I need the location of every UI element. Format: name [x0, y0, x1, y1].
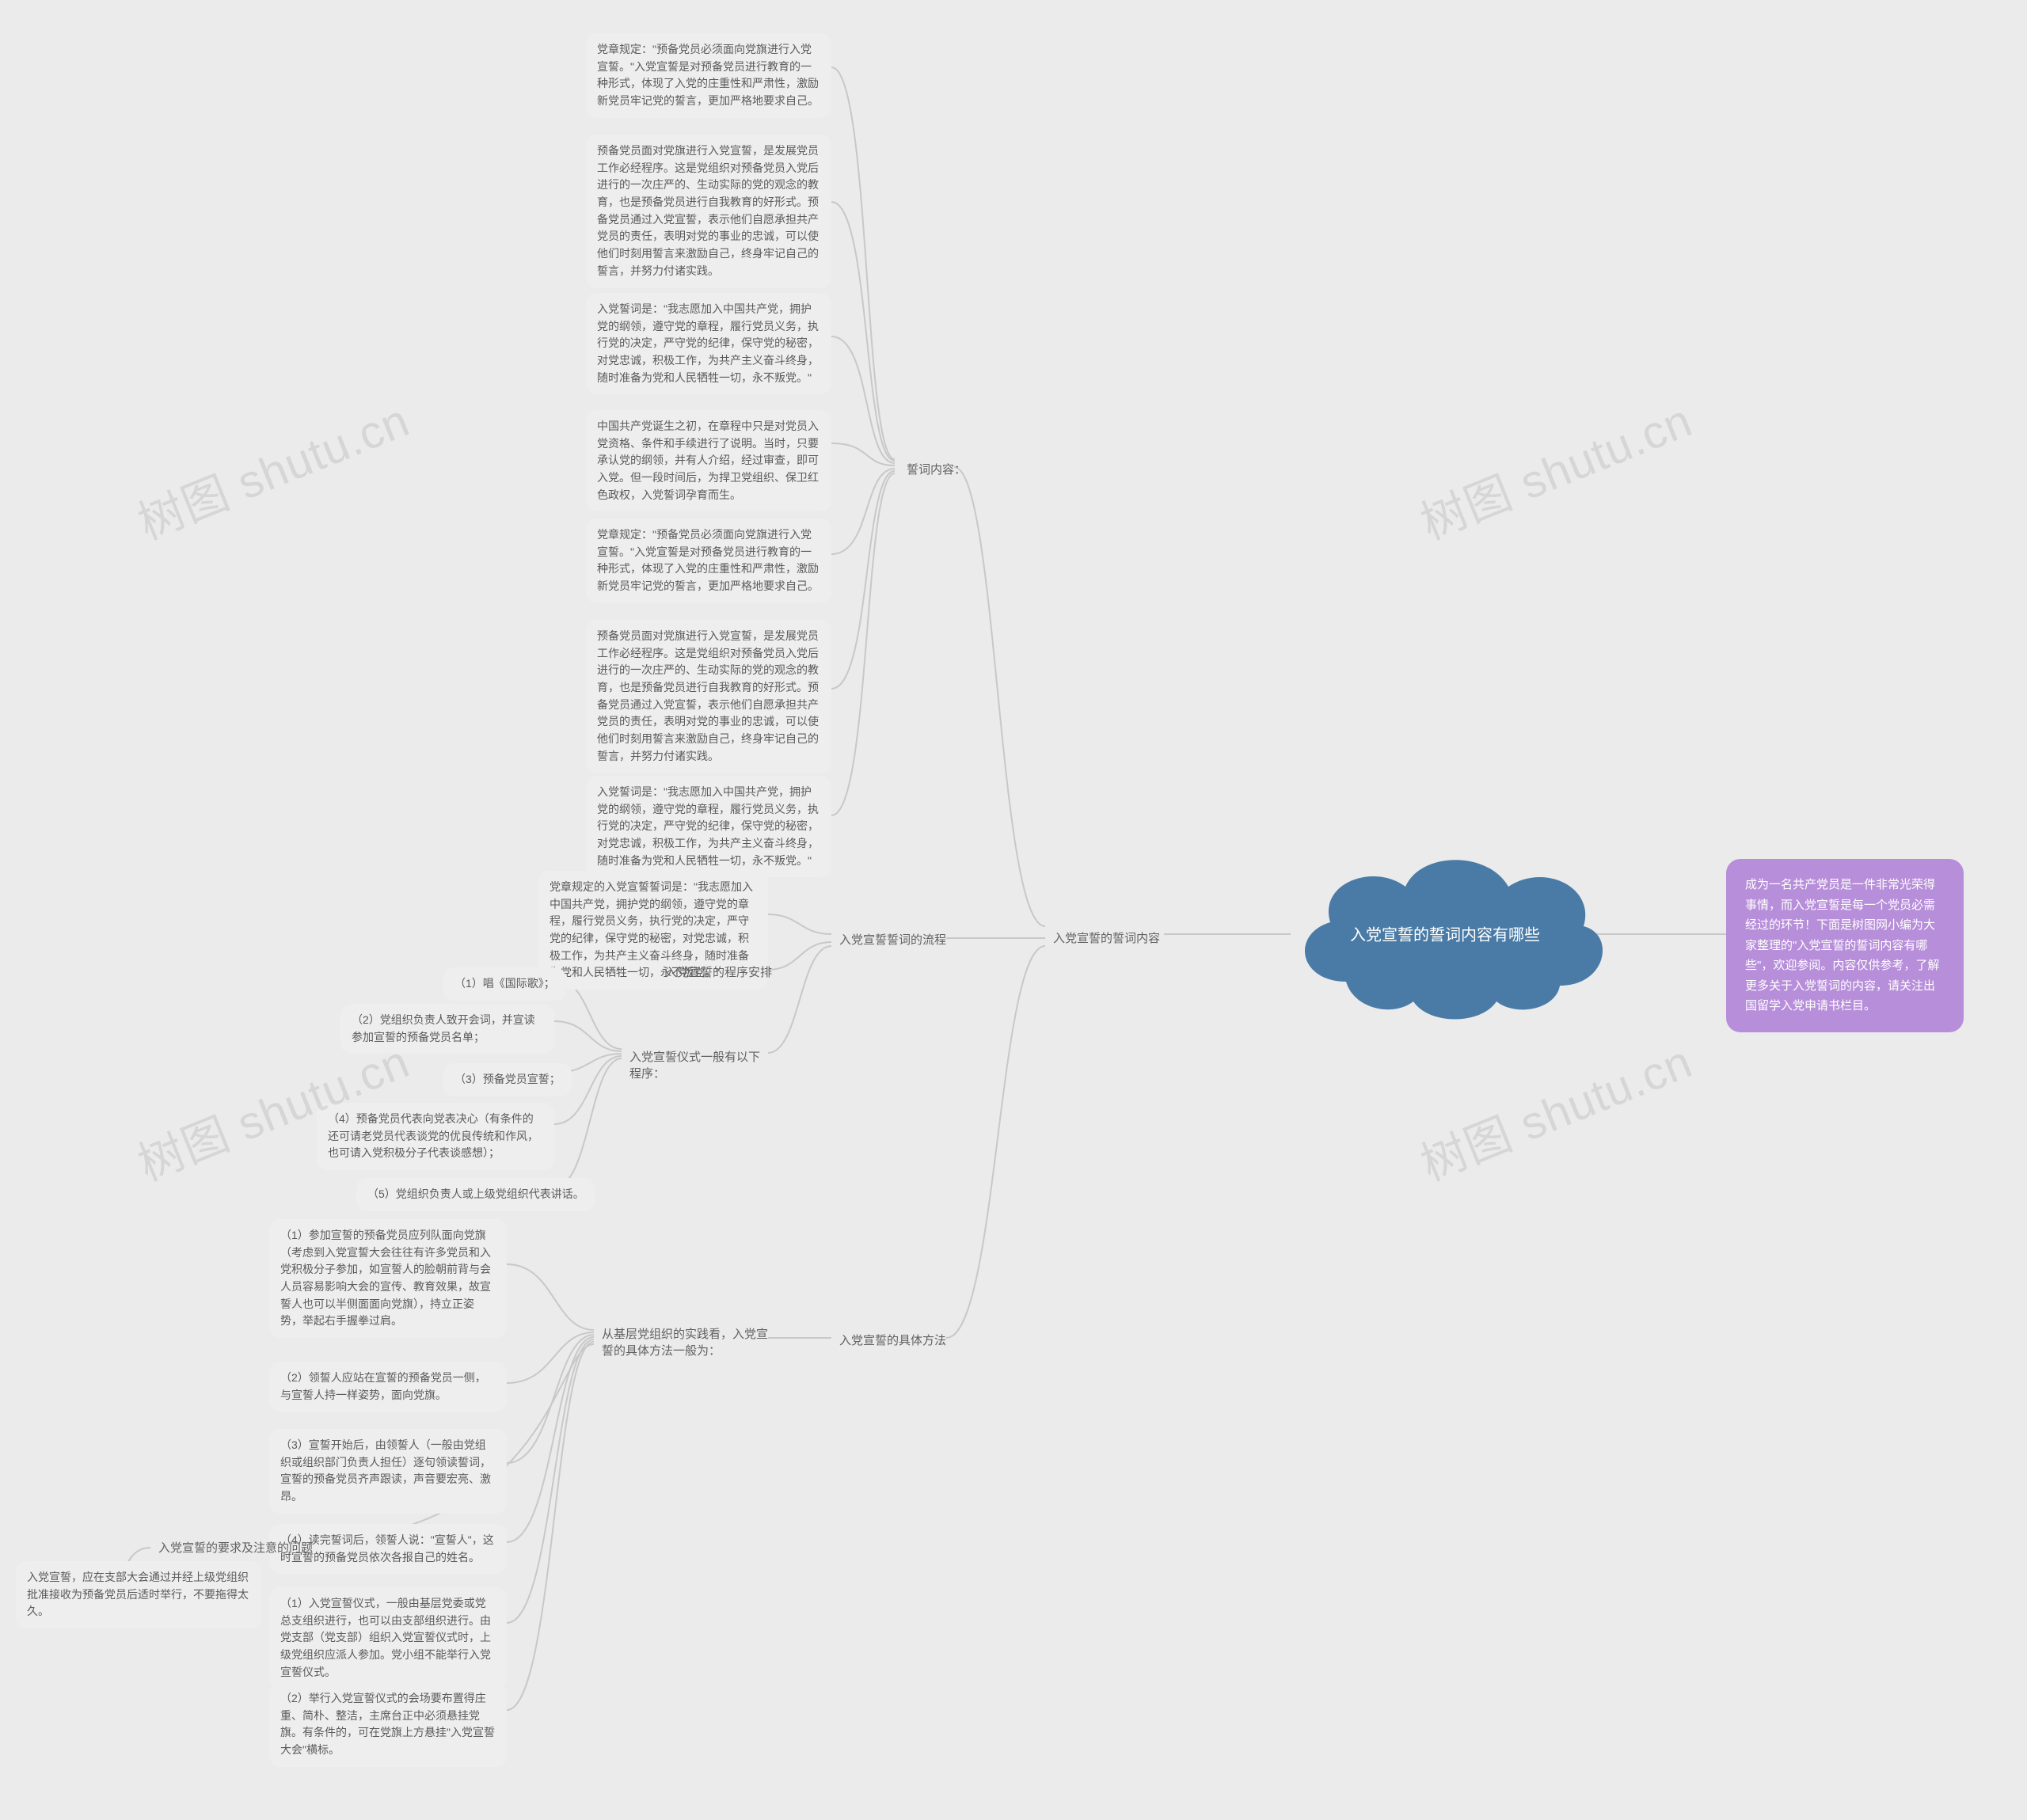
oath-leaf-2: 预备党员面对党旗进行入党宣誓，是发展党员工作必经程序。这是党组织对预备党员入党后… — [586, 135, 831, 288]
center-cloud: 入党宣誓的誓词内容有哪些 — [1275, 831, 1615, 1037]
method-step-3: （3）宣誓开始后，由领誓人（一般由党组织或组织部门负责人担任）逐句领读誓词，宣誓… — [269, 1429, 507, 1514]
method-header: 从基层党组织的实践看，入党宣誓的具体方法一般为： — [594, 1322, 776, 1362]
ceremony-step-4: （4）预备党员代表向党表决心（有条件的还可请老党员代表谈党的优良传统和作风，也可… — [317, 1103, 554, 1170]
method-step-5: （1）入党宣誓仪式，一般由基层党委或党总支组织进行，也可以由支部组织进行。由党支… — [269, 1587, 507, 1689]
oath-leaf-3: 入党誓词是："我志愿加入中国共产党，拥护党的纲领，遵守党的章程，履行党员义务，执… — [586, 293, 831, 394]
oath-leaf-7: 入党誓词是："我志愿加入中国共产党，拥护党的纲领，遵守党的章程，履行党员义务，执… — [586, 776, 831, 877]
ceremony-step-3: （3）预备党员宣誓； — [443, 1063, 572, 1096]
notes-text: 入党宣誓，应在支部大会通过并经上级党组织批准接收为预备党员后适时举行，不要拖得太… — [16, 1561, 261, 1628]
procedure-label: 入党宣誓的程序安排 — [657, 960, 780, 983]
method-label: 入党宣誓的具体方法 — [831, 1328, 954, 1351]
ceremony-step-5: （5）党组织负责人或上级党组织代表讲话。 — [356, 1178, 595, 1211]
method-step-2: （2）领誓人应站在宣誓的预备党员一侧，与宣誓人持一样姿势，面向党旗。 — [269, 1362, 507, 1412]
oath-content-header: 誓词内容： — [899, 458, 974, 481]
method-step-1: （1）参加宣誓的预备党员应列队面向党旗（考虑到入党宣誓大会往往有许多党员和入党积… — [269, 1219, 507, 1338]
notes-label: 入党宣誓的要求及注意的问题 — [150, 1536, 321, 1559]
ceremony-header: 入党宣誓仪式一般有以下程序： — [622, 1045, 772, 1085]
mindmap-canvas: 入党宣誓的誓词内容有哪些 成为一名共产党员是一件非常光荣得事情，而入党宣誓是每一… — [0, 0, 2027, 1820]
oath-leaf-1: 党章规定："预备党员必须面向党旗进行入党宣誓。"入党宣誓是对预备党员进行教育的一… — [586, 33, 831, 118]
center-title: 入党宣誓的誓词内容有哪些 — [1326, 924, 1565, 946]
oath-leaf-5: 党章规定："预备党员必须面向党旗进行入党宣誓。"入党宣誓是对预备党员进行教育的一… — [586, 519, 831, 603]
intro-node: 成为一名共产党员是一件非常光荣得事情，而入党宣誓是每一个党员必需经过的环节！下面… — [1726, 859, 1964, 1032]
process-header: 入党宣誓誓词的流程 — [831, 928, 954, 951]
oath-leaf-4: 中国共产党诞生之初，在章程中只是对党员入党资格、条件和手续进行了说明。当时，只要… — [586, 410, 831, 511]
oath-section-label: 入党宣誓的誓词内容 — [1045, 926, 1168, 949]
ceremony-step-1: （1）唱《国际歌》； — [443, 967, 566, 1001]
oath-leaf-6: 预备党员面对党旗进行入党宣誓，是发展党员工作必经程序。这是党组织对预备党员入党后… — [586, 620, 831, 773]
method-step-6: （2）举行入党宣誓仪式的会场要布置得庄重、简朴、整洁，主席台正中必须悬挂党旗。有… — [269, 1682, 507, 1767]
